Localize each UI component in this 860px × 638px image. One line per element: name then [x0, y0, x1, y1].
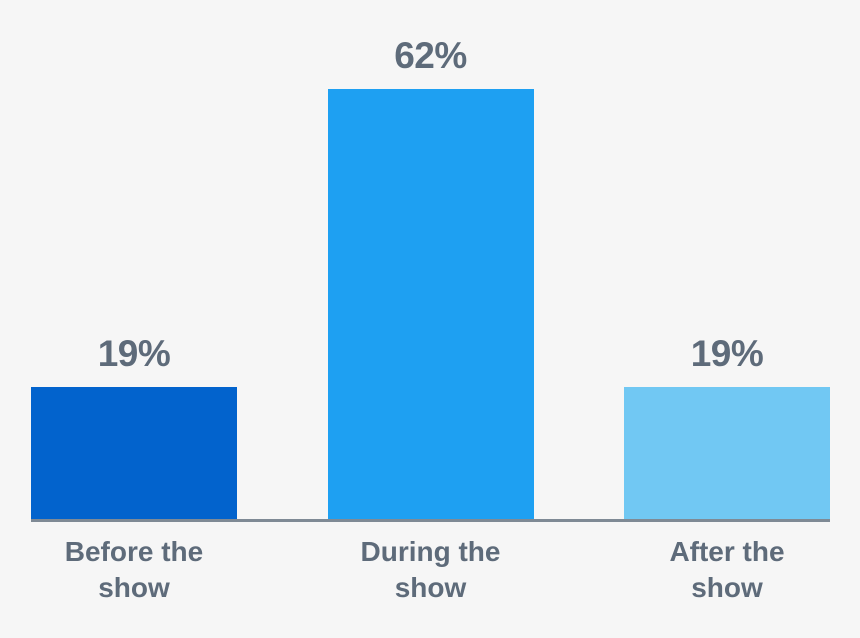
bar-value-label: 62% — [394, 35, 467, 76]
x-axis-line — [31, 519, 830, 522]
category-label-during-the-show: During the show — [360, 536, 501, 603]
plot-area: 19% 62% 19% — [31, 0, 830, 519]
bar-after-the-show — [624, 387, 830, 519]
bar-group-after-the-show: 19% — [624, 0, 830, 519]
category-label-before-the-show: Before the show — [64, 536, 204, 603]
bar-group-during-the-show: 62% — [327, 0, 534, 519]
category-label-after-the-show: After the show — [669, 536, 785, 603]
category-labels-row: Before the show During the show After th… — [31, 534, 830, 606]
bar-group-before-the-show: 19% — [31, 0, 237, 519]
bar-during-the-show — [327, 89, 534, 519]
bar-value-label: 19% — [690, 333, 764, 374]
bar-value-label: 19% — [97, 333, 171, 374]
bar-before-the-show — [31, 387, 237, 519]
